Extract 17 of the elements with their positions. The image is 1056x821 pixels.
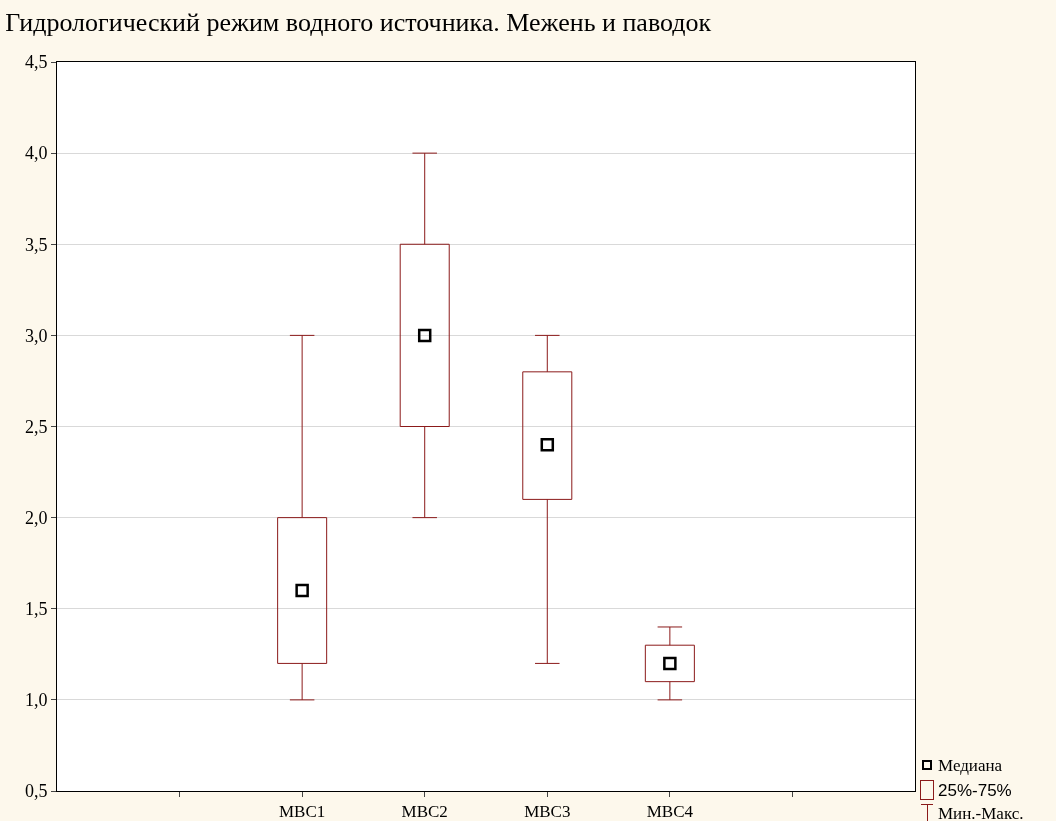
y-tick-label: 1,5: [24, 599, 48, 620]
x-tick-label: МВС3: [524, 802, 571, 821]
text: 25%-75%: [938, 781, 1012, 800]
y-tick-label: 0,5: [24, 781, 48, 802]
y-tick-label: 4,5: [24, 52, 48, 73]
y-tick-label: 2,5: [24, 416, 48, 437]
y-tick-label: 2,0: [24, 507, 48, 528]
y-tick-label: 4,0: [24, 143, 48, 164]
x-tick-label: МВС4: [646, 802, 694, 821]
x-tick-label: МВС1: [278, 802, 326, 821]
x-tick-label: МВС2: [401, 802, 448, 821]
y-tick-label: 1,0: [24, 690, 48, 711]
chart-title: Гидрологический режим водного источника. Межень и паводок: [5, 7, 712, 37]
y-tick-label: 3,0: [24, 325, 48, 346]
y-tick-label: 3,5: [24, 234, 48, 255]
text: Мин.-Макс.: [938, 804, 1024, 821]
text: Медиана: [938, 756, 1003, 775]
